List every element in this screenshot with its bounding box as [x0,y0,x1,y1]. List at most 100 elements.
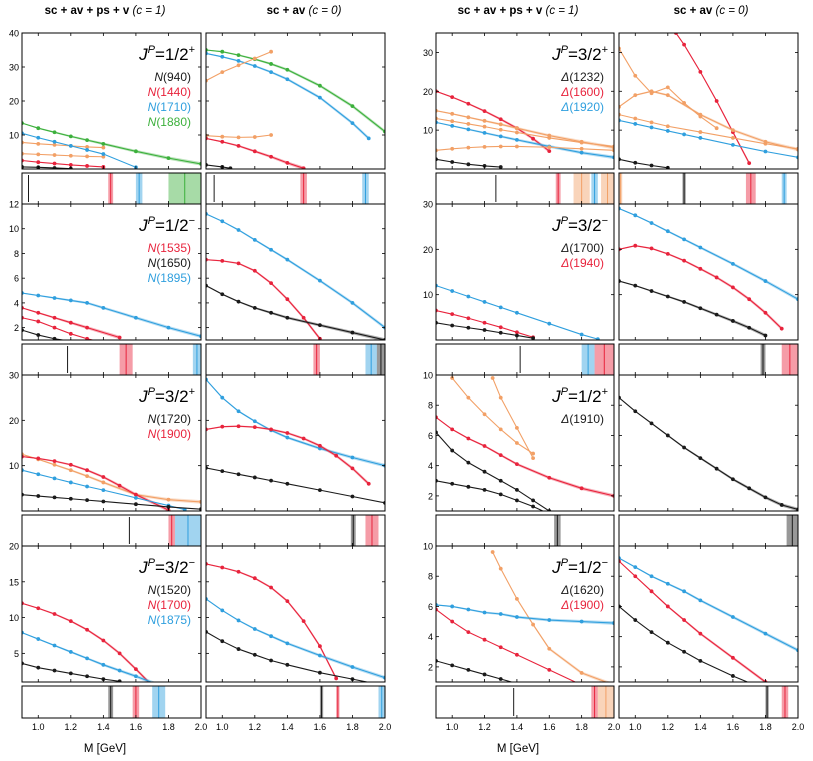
right-panel-3-reduced-series-0 [619,397,798,511]
right-panel-1-reduced-series-2 [619,90,798,151]
right-panel-1-reduced-frame [618,32,799,170]
left-panel-2-full: 2 4 6 8 10 12 JP=1/2− N(1535)N(1650)N(1895) [9,200,202,341]
left-panel-3-reduced-point-2-6 [318,488,322,493]
right-panel-3-full-point-3-6 [531,498,535,503]
right-panel-4-full-point-3-2 [466,668,471,672]
left-panel-4-full-point-0-2 [52,612,57,616]
right-panel-3-reduced-point-0-7 [731,477,735,482]
right-panel-4-full-point-0-5 [579,671,584,675]
right-panel-3-full-point-4-6 [531,504,535,509]
left-panel-2-full-point-1-1 [36,310,41,315]
left-panel-3-full-legend-0: N(1720) [148,412,191,426]
right-panel-4-full-strip-xtick-label: 1.0 [446,722,459,732]
left-panel-3-full-title: JP=3/2+ [138,386,195,406]
left-panel-4-full-strip-xtick-label: 1.4 [97,722,110,732]
right-panel-4-reduced-point-2-6 [731,674,735,678]
left-panel-4-full-point-2-2 [52,668,57,673]
right-panel-3-full-plot-area [436,376,614,511]
left-panel-1-full-ytick-label: 10 [9,131,19,141]
right-panel-1-reduced-point-2-3 [665,93,670,98]
left-panel-2-full-series-2 [22,317,95,340]
left-panel-1-reduced-point-2-1 [220,70,225,74]
left-panel-2-reduced-point-2-5 [285,315,290,320]
left-panel-3-reduced-point-1-6 [301,436,306,441]
right-panel-3-reduced-point-0-2 [649,421,654,426]
left-panel-1-reduced-point-0-4 [269,62,273,66]
right-panel-2-reduced-point-0-5 [698,245,703,250]
right-panel-1-full-point-5-3 [482,163,487,168]
left-panel-1-full-point-1-5 [101,154,106,159]
right-panel-2-full-point-0-1 [450,289,455,293]
left-panel-2-reduced-point-0-1 [220,219,225,224]
right-panel-1-reduced-point-2-4 [698,112,703,117]
left-panel-3-full-point-2-3 [68,480,73,485]
right-panel-3-reduced-frame [618,374,799,512]
right-panel-4-full-point-0-0 [490,550,495,554]
right-panel-1-full-ytick-label: 30 [423,48,433,58]
left-panel-3-full-point-3-6 [134,502,138,507]
left-panel-1-reduced-point-0-7 [350,104,355,108]
right-panel-4-full-point-2-4 [498,645,503,650]
left-panel-3-reduced-point-2-7 [350,494,355,499]
left-panel-4-full-band-1 [22,632,156,682]
right-panel-1-reduced-series-5 [619,158,668,169]
right-panel-2-full-point-2-4 [498,330,503,335]
left-panel-2-reduced-plot-area [206,211,385,340]
right-panel-4-reduced-point-1-5 [698,631,703,636]
right-panel-1-reduced-point-3-4 [698,130,703,134]
left-panel-2-reduced-point-1-5 [285,297,290,302]
right-panel-1-reduced-point-4-7 [763,149,768,154]
right-panel-2-reduced-series-2 [619,280,766,336]
left-panel-2-reduced-point-1-2 [236,261,241,266]
right-panel-4-reduced-point-1-4 [682,618,686,622]
right-panel-3-reduced-point-0-8 [747,486,752,491]
right-panel-2-reduced-point-2-9 [763,333,768,338]
left-panel-1-full-point-3-2 [52,139,57,144]
right-panel-4-full-point-3-1 [450,663,455,668]
left-panel-2-full-ytick-label: 8 [14,249,19,259]
left-panel-4-reduced-point-2-3 [252,652,257,657]
left-panel-4-full-point-0-3 [68,619,73,624]
right-panel-3-full-ytick-label: 2 [428,491,433,501]
right-panel-3-full-point-1-0 [490,376,495,380]
right-panel-1-full-point-1-3 [482,118,487,123]
left-panel-2-reduced-point-1-6 [301,315,306,320]
left-panel-3-reduced-point-1-2 [236,424,241,429]
left-panel-1-full-point-3-1 [36,135,41,140]
left-panel-2-reduced-point-0-4 [269,247,273,252]
right-panel-3-full-point-0-0 [450,376,455,380]
right-panel-3-reduced-point-0-9 [763,495,768,500]
right-panel-4-full-plot-area [436,550,614,682]
right-panel-1-full-point-1-1 [450,111,455,116]
left-panel-3-full-point-1-5 [101,475,106,479]
left-panel-1-reduced [205,32,386,170]
left-panel-3-reduced [205,374,386,512]
left-panel-3-reduced-point-0-6 [318,446,322,451]
right-panel-1-reduced-point-0-1 [682,42,686,47]
left-panel-3-full: 10 20 30 JP=3/2+ N(1720)N(1900) [9,371,202,512]
right-panel-1-reduced-band-2 [619,90,798,152]
left-panel-3-full-legend-1: N(1900) [148,427,191,441]
right-panel-1-full-point-3-5 [515,137,519,142]
right-panel-4-full-point-2-6 [547,668,552,672]
left-panel-3-reduced-point-2-4 [269,478,273,483]
right-panel-1-reduced-point-5-1 [633,160,638,165]
left-panel-4-reduced-point-0-3 [252,576,257,581]
left-panel-4-full-point-0-7 [134,667,138,672]
left-panel-1-full-legend-0: N(940) [154,70,191,84]
right-panel-2-full-point-1-5 [515,330,519,335]
left-panel-3-reduced-point-1-10 [366,481,371,486]
right-panel-3-reduced-plot-area [619,395,798,511]
left-panel-1-full-point-3-4 [85,148,89,152]
right-panel-3-full-series-0 [451,377,534,455]
header-right-reduced: sc + av (c = 0) [674,5,749,17]
right-panel-4-full-point-3-3 [482,672,487,677]
left-panel-1-full-point-4-3 [68,134,73,139]
right-panel-1-full-point-5-2 [466,162,471,167]
right-panel-1-full-point-2-1 [450,119,455,124]
left-panel-3-reduced-point-2-3 [252,475,257,480]
right-panel-3-full-point-2-6 [547,475,552,480]
right-panel-4-full-point-0-3 [531,622,535,627]
right-panel-3-full-point-2-7 [579,486,584,491]
left-panel-4-full-point-1-6 [117,668,122,673]
